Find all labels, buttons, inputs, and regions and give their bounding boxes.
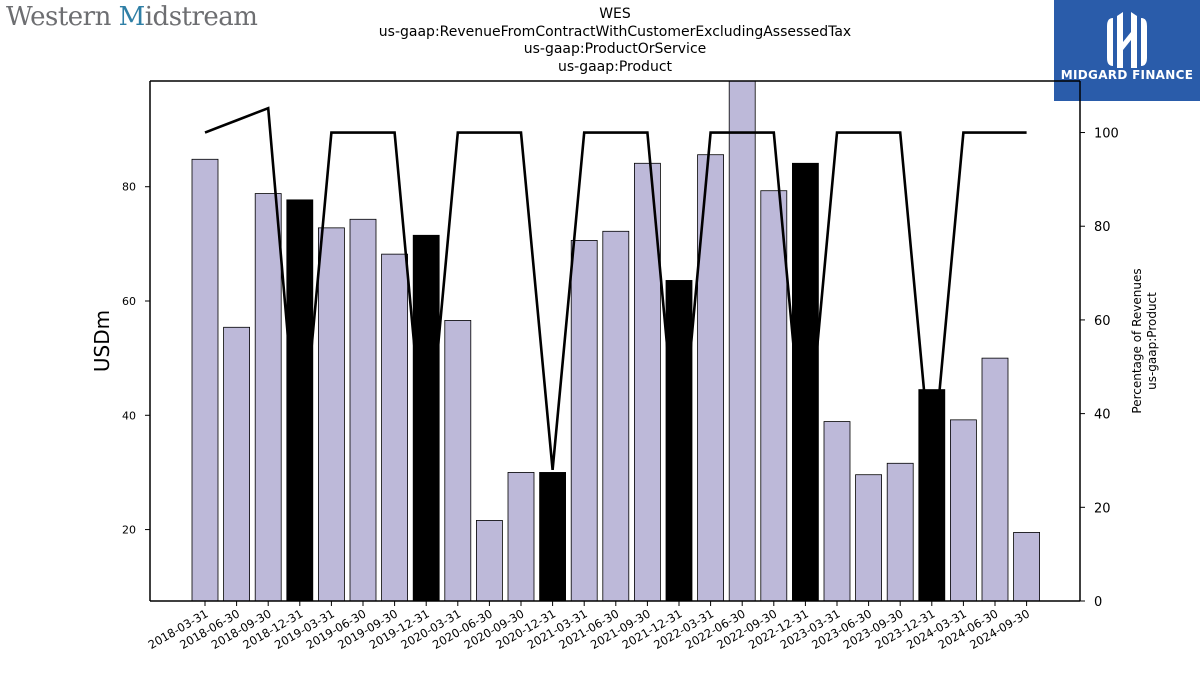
y2-tick-label-20: 20 — [1094, 501, 1111, 516]
bar-2023-06-30 — [855, 474, 882, 602]
bar-2021-06-30 — [602, 230, 630, 602]
bar-2020-03-31 — [444, 320, 472, 602]
bar-2018-06-30 — [223, 326, 251, 602]
y-tick-label-40: 40 — [122, 409, 136, 422]
bar-2024-03-31 — [950, 419, 977, 602]
line-series — [204, 106, 1027, 475]
y-axis-label: USDm — [90, 310, 114, 372]
y2-tick-label-80: 80 — [1094, 220, 1111, 235]
bar-2023-03-31 — [823, 421, 851, 602]
bar-2022-09-30 — [760, 190, 788, 602]
chart-title-line-3: us-gaap:ProductOrService — [523, 41, 707, 57]
bar-2018-03-31 — [191, 158, 219, 602]
bar-2023-12-31 — [918, 389, 946, 602]
chart-title: WES us-gaap:RevenueFromContractWithCusto… — [315, 6, 915, 76]
bar-2021-12-31 — [665, 280, 693, 602]
y-tick-label-20: 20 — [122, 524, 136, 537]
bar-2020-06-30 — [475, 520, 503, 602]
bar-2022-06-30 — [728, 80, 756, 602]
midgard-finance-logo: MIDGARD FINANCE — [1054, 0, 1200, 101]
y-tick-label-80: 80 — [122, 181, 136, 194]
y2-tick-label-60: 60 — [1094, 314, 1111, 329]
western-midstream-logo: Western Midstream — [6, 2, 258, 32]
bar-series — [191, 80, 1040, 602]
y2-axis-label-line-1: Percentage of Revenues — [1130, 268, 1144, 413]
y2-tick-label-100: 100 — [1094, 127, 1119, 142]
bar-2019-06-30 — [349, 218, 377, 602]
bar-2018-12-31 — [286, 199, 314, 602]
bar-2018-09-30 — [254, 193, 282, 602]
chart-title-line-4: us-gaap:Product — [557, 58, 673, 75]
bar-2024-06-30 — [981, 357, 1009, 602]
chart-title-line-1: WES — [599, 6, 631, 22]
bar-2019-12-31 — [412, 234, 440, 602]
bar-2021-03-31 — [570, 240, 598, 602]
y2-tick-label-40: 40 — [1094, 408, 1111, 423]
midgard-mark-icon — [1107, 12, 1147, 68]
midgard-finance-text: MIDGARD FINANCE — [1060, 68, 1194, 82]
bar-2019-09-30 — [381, 253, 409, 602]
percentage-line — [204, 106, 1027, 475]
bar-2019-03-31 — [317, 227, 345, 602]
y-tick-label-60: 60 — [122, 295, 136, 308]
bar-2024-09-30 — [1013, 532, 1040, 602]
chart-title-line-2: us-gaap:RevenueFromContractWithCustomerE… — [378, 23, 852, 40]
bar-2020-09-30 — [507, 472, 535, 602]
y2-axis-label-line-2: us-gaap:Product — [1145, 292, 1159, 390]
bar-2020-12-31 — [539, 472, 566, 602]
y2-tick-label-0: 0 — [1094, 595, 1102, 610]
bar-2023-09-30 — [886, 462, 914, 602]
